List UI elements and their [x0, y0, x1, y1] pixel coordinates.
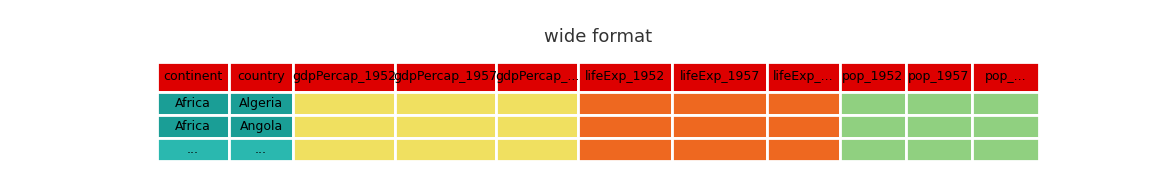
Bar: [578, 62, 672, 91]
Bar: [496, 62, 578, 91]
Text: gdpPercap_...: gdpPercap_...: [495, 70, 579, 83]
Bar: [394, 115, 496, 138]
Text: gdpPercap_1957: gdpPercap_1957: [393, 70, 497, 83]
Bar: [972, 62, 1040, 91]
Bar: [767, 138, 839, 161]
Bar: [229, 138, 293, 161]
Bar: [767, 91, 839, 115]
Bar: [293, 115, 394, 138]
Text: ...: ...: [256, 143, 267, 156]
Bar: [672, 91, 767, 115]
Bar: [972, 115, 1040, 138]
Bar: [156, 115, 229, 138]
Text: Algeria: Algeria: [239, 97, 284, 110]
Text: country: country: [237, 70, 285, 83]
Bar: [229, 91, 293, 115]
Bar: [578, 115, 672, 138]
Text: pop_1957: pop_1957: [908, 70, 970, 83]
Bar: [906, 62, 972, 91]
Bar: [767, 62, 839, 91]
Bar: [672, 138, 767, 161]
Bar: [839, 62, 906, 91]
Bar: [394, 138, 496, 161]
Bar: [293, 91, 394, 115]
Bar: [839, 91, 906, 115]
Bar: [293, 138, 394, 161]
Bar: [578, 91, 672, 115]
Text: pop_...: pop_...: [985, 70, 1027, 83]
Bar: [293, 62, 394, 91]
Text: lifeExp_1952: lifeExp_1952: [585, 70, 665, 83]
Bar: [906, 138, 972, 161]
Text: wide format: wide format: [544, 28, 652, 46]
Text: ...: ...: [187, 143, 200, 156]
Bar: [156, 138, 229, 161]
Text: Angola: Angola: [239, 120, 282, 133]
Text: continent: continent: [163, 70, 223, 83]
Bar: [839, 138, 906, 161]
Text: lifeExp_...: lifeExp_...: [773, 70, 833, 83]
Bar: [229, 115, 293, 138]
Bar: [229, 62, 293, 91]
Bar: [672, 62, 767, 91]
Bar: [156, 91, 229, 115]
Text: pop_1952: pop_1952: [843, 70, 903, 83]
Bar: [578, 138, 672, 161]
Bar: [496, 115, 578, 138]
Bar: [394, 62, 496, 91]
Text: gdpPercap_1952: gdpPercap_1952: [292, 70, 396, 83]
Bar: [972, 138, 1040, 161]
Text: lifeExp_1957: lifeExp_1957: [679, 70, 760, 83]
Bar: [496, 91, 578, 115]
Bar: [394, 91, 496, 115]
Text: Africa: Africa: [175, 97, 211, 110]
Text: Africa: Africa: [175, 120, 211, 133]
Bar: [672, 115, 767, 138]
Bar: [496, 138, 578, 161]
Bar: [156, 62, 229, 91]
Bar: [972, 91, 1040, 115]
Bar: [906, 91, 972, 115]
Bar: [906, 115, 972, 138]
Bar: [839, 115, 906, 138]
Bar: [767, 115, 839, 138]
